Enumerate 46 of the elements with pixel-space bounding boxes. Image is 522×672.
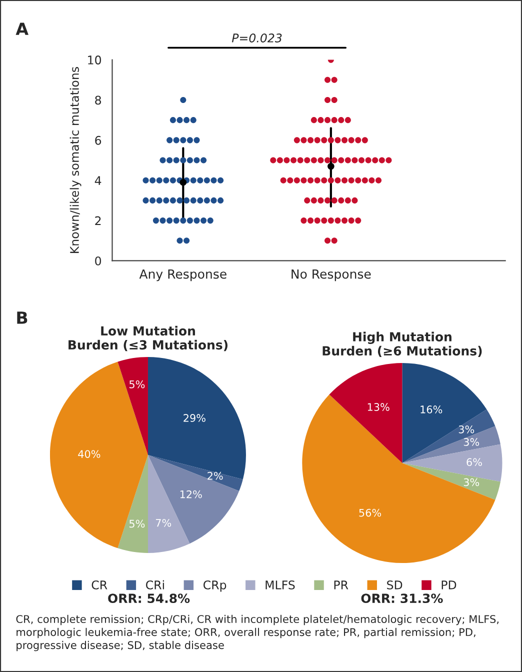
data-label: 6%: [466, 458, 482, 466]
text: CR, complete remission; CRp/CRi, CR with incomplete platelet/hematologic recovery; MLFS, morphologic leukemia-free state; ORR, overall response rate; PR, partial remission; PD, progressive disease; SD, stable disease: [16, 614, 499, 652]
data-label: 3%: [464, 438, 480, 446]
y-tick-label: 10: [88, 56, 102, 64]
pie-slice: [329, 362, 402, 464]
pie-slice: [148, 454, 240, 544]
data-label: 3%: [458, 425, 474, 434]
data-label: 40%: [78, 450, 100, 458]
pie-slice: [148, 454, 243, 492]
y-tick-label: 6: [95, 136, 102, 145]
data-label: 5%: [129, 380, 145, 388]
data-label: 12%: [180, 490, 202, 498]
data-label: 5%: [129, 520, 145, 528]
x-tick-label: Any Response: [139, 269, 226, 282]
pie-slice: [118, 356, 148, 455]
text: A: [16, 22, 28, 35]
y-tick-label: 4: [94, 176, 102, 185]
pie-slice: [302, 394, 496, 564]
pie-slice: [148, 356, 246, 480]
y-tick-label: 0: [95, 256, 102, 266]
y-axis-title: Known/likely somatic mutations: [70, 67, 82, 253]
data-label: 7%: [156, 518, 172, 527]
data-label: 3%: [464, 478, 480, 486]
data-label: 56%: [359, 508, 382, 517]
data-label: 13%: [368, 403, 390, 411]
y-tick-label: 2: [95, 216, 101, 226]
legend-label: CRi: [146, 580, 164, 590]
text: ORR: 31.3%: [361, 594, 443, 604]
pie-slice: [50, 362, 148, 548]
data-label: 2%: [208, 472, 223, 480]
legend-label: CRp: [204, 580, 226, 592]
chart-title: Low Mutation Burden (≤3 Mutations): [68, 326, 228, 352]
data-label: 16%: [420, 406, 442, 414]
text: ORR: 54.8%: [108, 594, 190, 604]
data-label: 29%: [184, 414, 206, 422]
y-tick-label: 8: [95, 96, 102, 105]
legend-label: CR: [92, 580, 108, 590]
legend-label: SD: [387, 580, 402, 590]
legend-label: PR: [334, 580, 348, 590]
legend-label: PD: [442, 580, 456, 590]
text: P=0.023: [232, 34, 282, 42]
legend-label: MLFS: [266, 580, 295, 590]
x-tick-label: No Response: [292, 269, 371, 282]
pie-slice: [118, 454, 148, 553]
chart-title: High Mutation Burden (≥6 Mutations): [322, 332, 482, 358]
text: B: [17, 312, 28, 324]
